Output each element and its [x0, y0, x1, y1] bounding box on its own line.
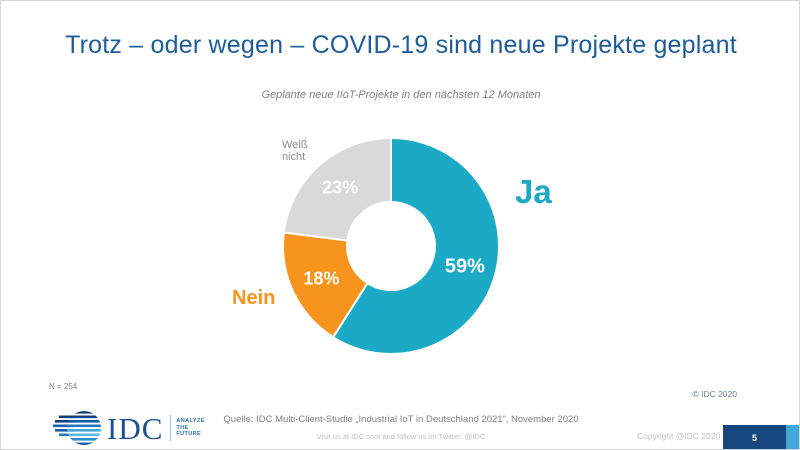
- logo-tagline: ANALYZE THE FUTURE: [176, 418, 205, 438]
- donut-slice-1: [282, 231, 369, 339]
- label-ja: Ja: [515, 173, 552, 210]
- slide-title: Trotz – oder wegen – COVID-19 sind neue …: [65, 31, 737, 59]
- page-accent-bar: [786, 425, 799, 449]
- donut-slice-2: [282, 136, 392, 242]
- logo-divider: [170, 415, 172, 441]
- label-nein: Nein: [232, 287, 276, 309]
- label-weiss-nicht: Weiß nicht: [282, 139, 308, 163]
- visit-line: Visit us at IDC.com and follow us on Twi…: [316, 432, 486, 441]
- idc-logo: IDC ANALYZE THE FUTURE: [51, 408, 205, 448]
- slice-value-0: 59%: [444, 255, 485, 278]
- idc-wordmark: IDC: [107, 410, 164, 446]
- slice-value-2: 23%: [322, 177, 359, 198]
- chart-subtitle: Geplante neue IIoT-Projekte in den nächs…: [261, 89, 541, 101]
- sample-size-note: N = 254: [49, 382, 78, 391]
- page-number: 5: [751, 432, 757, 443]
- source-line: Quelle: IDC Multi-Client-Studie „Industr…: [223, 414, 579, 425]
- idc-globe-icon: [53, 411, 101, 445]
- donut-chart: 59% 18% 23%: [281, 136, 501, 356]
- copyright-bottom: Copyright @IDC 2020: [637, 431, 721, 441]
- donut-svg: [282, 136, 500, 355]
- page-number-box: 5: [723, 425, 786, 449]
- copyright-top: © IDC 2020: [692, 389, 737, 399]
- slice-value-1: 18%: [303, 268, 340, 289]
- donut-slice-0: [331, 136, 500, 355]
